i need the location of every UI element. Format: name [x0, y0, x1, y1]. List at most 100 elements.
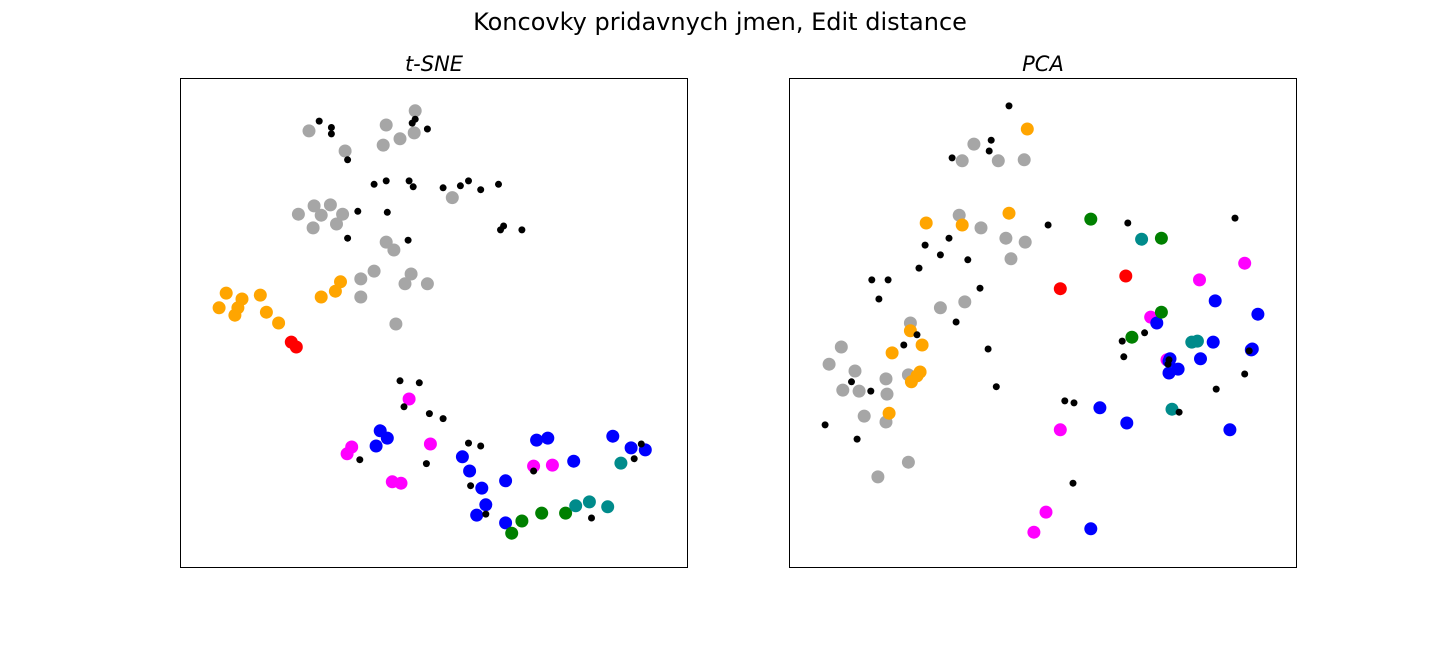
- scatter-point-black: [1175, 408, 1183, 416]
- scatter-point-black: [495, 180, 502, 188]
- scatter-point-gray: [871, 470, 885, 484]
- scatter-point-black: [382, 177, 390, 185]
- scatter-point-black: [1005, 102, 1013, 110]
- scatter-point-orange: [919, 216, 933, 230]
- scatter-point-blue: [1150, 316, 1164, 330]
- scatter-point-black: [456, 182, 464, 190]
- scatter-point-gray: [836, 383, 850, 397]
- scatter-point-gray: [952, 208, 966, 222]
- scatter-point-black: [1124, 219, 1132, 227]
- scatter-point-blue: [1084, 522, 1098, 536]
- scatter-point-black: [867, 387, 875, 395]
- scatter-point-orange: [259, 305, 273, 319]
- scatter-point-orange: [253, 288, 267, 302]
- scatter-point-magenta: [1238, 256, 1252, 270]
- scatter-point-gray: [420, 277, 434, 291]
- scatter-point-black: [467, 482, 475, 490]
- scatter-point-black: [477, 442, 485, 450]
- scatter-point-teal: [1165, 402, 1179, 416]
- scatter-point-blue: [1223, 423, 1237, 437]
- scatter-point-gray: [387, 243, 401, 257]
- scatter-point-black: [821, 421, 829, 429]
- scatter-point-black: [884, 276, 892, 284]
- scatter-point-gray: [336, 207, 350, 221]
- scatter-point-gray: [307, 199, 321, 213]
- scatter-point-orange: [955, 218, 969, 232]
- scatter-point-blue: [1120, 416, 1134, 430]
- scatter-point-black: [915, 264, 923, 272]
- scatter-point-black: [356, 456, 364, 464]
- scatter-point-black: [1245, 347, 1253, 355]
- scatter-point-magenta: [1027, 525, 1041, 539]
- scatter-point-gray: [323, 198, 337, 212]
- scatter-point-gray: [1004, 252, 1018, 266]
- scatter-point-green: [559, 506, 573, 520]
- scatter-point-black: [945, 234, 953, 242]
- scatter-point-blue: [606, 429, 620, 443]
- scatter-point-orange: [219, 286, 233, 300]
- scatter-point-black: [482, 510, 490, 518]
- scatter-point-orange: [915, 338, 929, 352]
- scatter-point-magenta: [1053, 423, 1067, 437]
- scatter-point-magenta: [545, 458, 559, 472]
- scatter-point-green: [1125, 330, 1139, 344]
- scatter-point-gray: [379, 118, 393, 132]
- scatter-point-black: [396, 377, 404, 385]
- scatter-point-blue: [1093, 401, 1107, 415]
- scatter-point-gray: [999, 231, 1013, 245]
- scatter-point-gray: [389, 317, 403, 331]
- scatter-point-black: [408, 119, 416, 127]
- tsne-panel-title: t-SNE: [404, 52, 464, 76]
- scatter-point-black: [370, 180, 378, 188]
- scatter-point-orange: [328, 284, 342, 298]
- scatter-point-gray: [306, 221, 320, 235]
- scatter-point-blue: [470, 508, 484, 522]
- scatter-point-gray: [398, 277, 412, 291]
- scatter-point-teal: [1135, 232, 1149, 246]
- scatter-point-gray: [393, 132, 407, 146]
- scatter-point-black: [921, 241, 929, 249]
- scatter-point-gray: [291, 207, 305, 221]
- scatter-point-black: [1241, 370, 1249, 378]
- scatter-point-black: [344, 156, 352, 164]
- scatter-point-gray: [354, 272, 368, 286]
- scatter-point-magenta: [1193, 273, 1206, 287]
- scatter-point-magenta: [340, 447, 354, 461]
- scatter-point-gray: [967, 137, 981, 151]
- scatter-point-black: [868, 276, 876, 284]
- scatter-point-gray: [367, 264, 381, 278]
- scatter-point-gray: [314, 208, 328, 222]
- scatter-point-magenta: [402, 392, 416, 406]
- scatter-point-black: [1069, 479, 1077, 487]
- scatter-point-black: [425, 410, 433, 418]
- scatter-point-black: [1061, 397, 1069, 405]
- scatter-point-magenta: [423, 437, 437, 451]
- scatter-point-blue: [1208, 294, 1222, 308]
- scatter-point-orange: [314, 290, 328, 304]
- scatter-point-black: [518, 226, 526, 234]
- scatter-point-orange: [272, 316, 286, 330]
- scatter-point-black: [477, 186, 485, 194]
- scatter-point-black: [423, 125, 431, 133]
- scatter-point-black: [465, 439, 472, 447]
- scatter-point-black: [383, 208, 391, 216]
- scatter-point-black: [1120, 353, 1128, 361]
- scatter-point-gray: [1018, 235, 1032, 249]
- scatter-point-blue: [1251, 307, 1265, 321]
- scatter-point-blue: [463, 464, 477, 478]
- scatter-point-gray: [1017, 153, 1031, 167]
- scatter-point-gray: [848, 364, 862, 378]
- scatter-point-black: [465, 177, 472, 185]
- scatter-point-black: [327, 130, 335, 138]
- scatter-point-orange: [885, 346, 899, 360]
- scatter-point-black: [1231, 214, 1239, 222]
- scatter-point-teal: [614, 456, 628, 470]
- scatter-point-black: [422, 460, 430, 468]
- scatter-point-black: [439, 415, 447, 423]
- scatter-point-black: [1118, 337, 1126, 345]
- scatter-point-black: [913, 331, 921, 339]
- scatter-point-gray: [408, 104, 422, 118]
- plot-frame: [789, 78, 1297, 568]
- scatter-point-green: [1084, 212, 1098, 226]
- scatter-point-gray: [958, 295, 972, 309]
